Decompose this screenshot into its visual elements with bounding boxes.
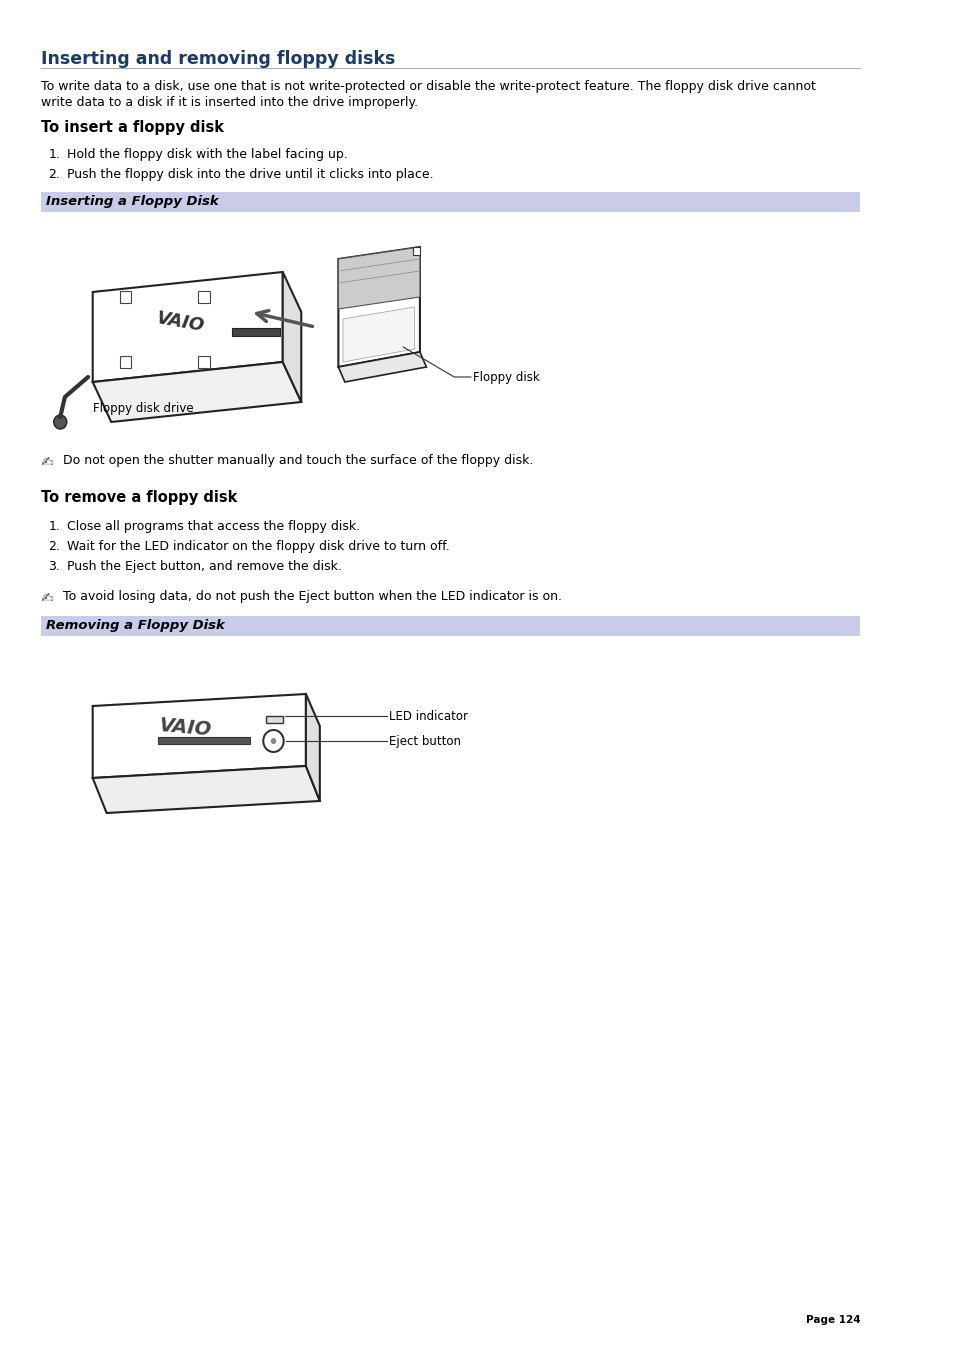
Polygon shape	[343, 307, 414, 362]
Bar	[41, 616, 860, 636]
Bar	[412, 247, 419, 255]
Text: VAIO: VAIO	[158, 716, 213, 740]
Bar	[119, 357, 131, 367]
Bar	[119, 290, 131, 303]
Polygon shape	[92, 766, 319, 813]
Text: Push the Eject button, and remove the disk.: Push the Eject button, and remove the di…	[67, 561, 341, 573]
Text: 2.: 2.	[49, 540, 60, 553]
Bar	[266, 716, 282, 723]
Text: Hold the floppy disk with the label facing up.: Hold the floppy disk with the label faci…	[67, 149, 347, 161]
Text: Page 124: Page 124	[804, 1315, 860, 1325]
Text: Wait for the LED indicator on the floppy disk drive to turn off.: Wait for the LED indicator on the floppy…	[67, 540, 449, 553]
Text: Floppy disk drive: Floppy disk drive	[93, 403, 193, 415]
Polygon shape	[92, 272, 282, 382]
Text: To avoid losing data, do not push the Eject button when the LED indicator is on.: To avoid losing data, do not push the Ej…	[63, 590, 561, 603]
Text: 3.: 3.	[49, 561, 60, 573]
Polygon shape	[338, 247, 419, 309]
Polygon shape	[338, 353, 426, 382]
Text: 1.: 1.	[49, 520, 60, 534]
Text: Inserting and removing floppy disks: Inserting and removing floppy disks	[41, 50, 395, 68]
Polygon shape	[282, 272, 301, 403]
Text: 2.: 2.	[49, 168, 60, 181]
Circle shape	[263, 730, 283, 753]
Text: LED indicator: LED indicator	[389, 709, 468, 723]
Text: Close all programs that access the floppy disk.: Close all programs that access the flopp…	[67, 520, 359, 534]
Bar	[232, 328, 279, 336]
Text: Do not open the shutter manually and touch the surface of the floppy disk.: Do not open the shutter manually and tou…	[63, 454, 533, 467]
Text: ✍: ✍	[41, 454, 53, 469]
Text: To insert a floppy disk: To insert a floppy disk	[41, 120, 224, 135]
Text: 1.: 1.	[49, 149, 60, 161]
Text: Floppy disk: Floppy disk	[473, 370, 539, 384]
Text: To remove a floppy disk: To remove a floppy disk	[41, 490, 237, 505]
Bar	[198, 290, 210, 303]
Bar	[41, 192, 860, 212]
Polygon shape	[306, 694, 319, 801]
Text: VAIO: VAIO	[155, 309, 206, 335]
Circle shape	[53, 415, 67, 430]
Polygon shape	[92, 362, 301, 422]
Text: To write data to a disk, use one that is not write-protected or disable the writ: To write data to a disk, use one that is…	[41, 80, 815, 93]
Text: Eject button: Eject button	[389, 735, 461, 747]
Text: Inserting a Floppy Disk: Inserting a Floppy Disk	[47, 195, 219, 208]
Text: Removing a Floppy Disk: Removing a Floppy Disk	[47, 619, 225, 631]
Circle shape	[271, 738, 276, 744]
Text: write data to a disk if it is inserted into the drive improperly.: write data to a disk if it is inserted i…	[41, 96, 417, 109]
Text: Push the floppy disk into the drive until it clicks into place.: Push the floppy disk into the drive unti…	[67, 168, 433, 181]
Polygon shape	[92, 694, 306, 778]
Text: ✍: ✍	[41, 590, 53, 605]
Bar	[198, 357, 210, 367]
Bar	[157, 738, 250, 744]
Polygon shape	[338, 247, 419, 367]
